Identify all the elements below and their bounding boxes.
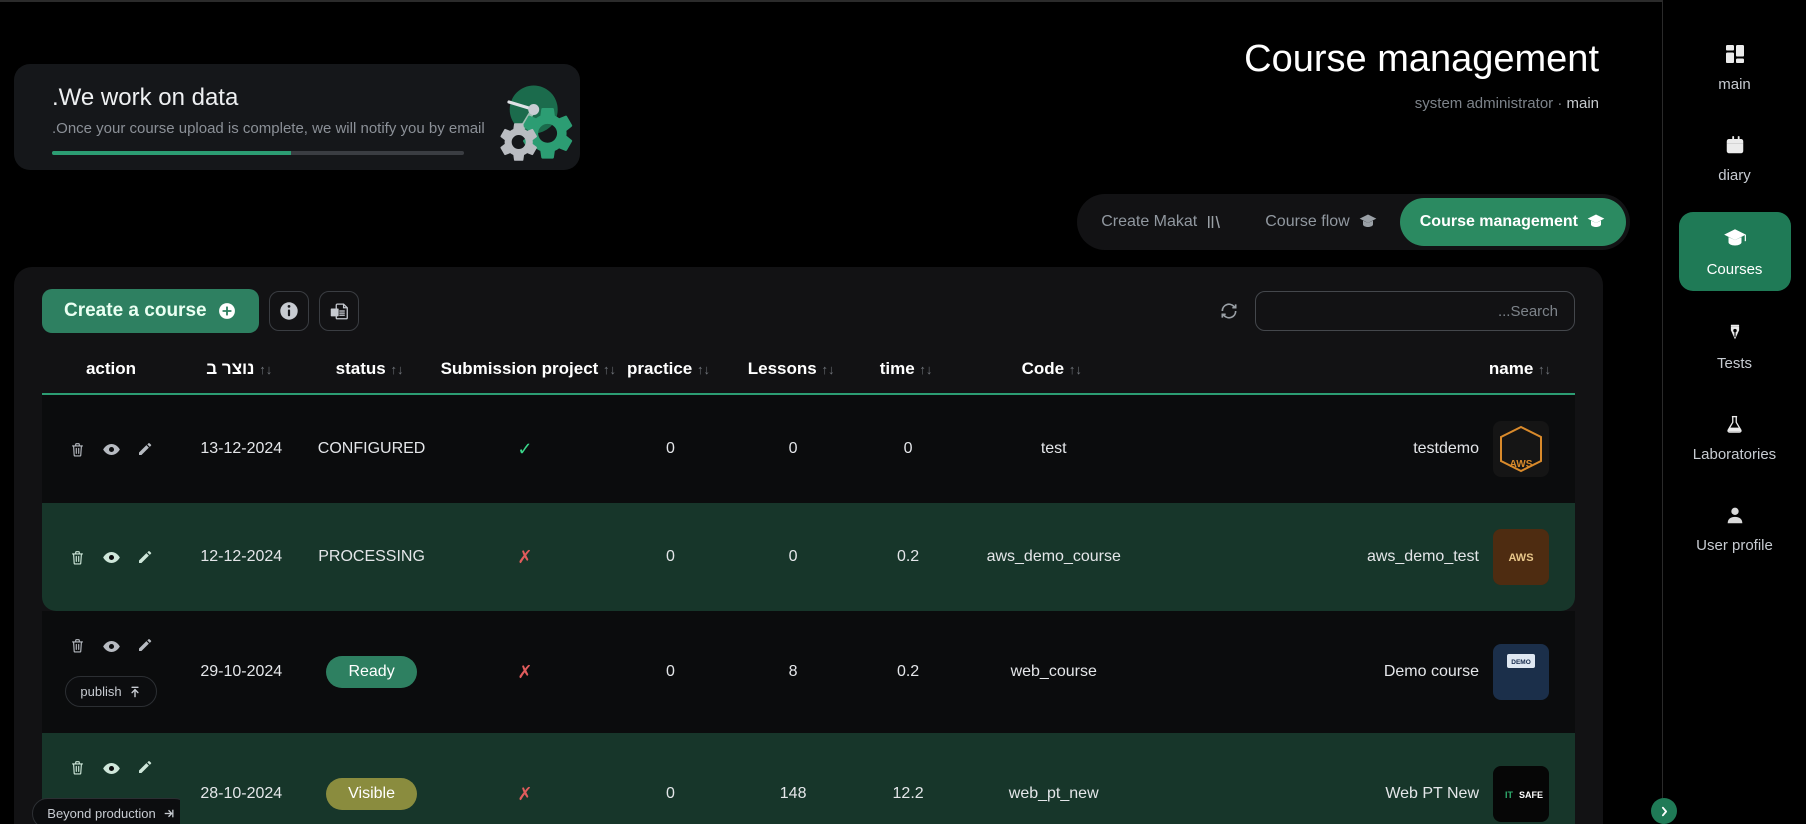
svg-text:X: X [332,311,336,317]
svg-text:DEMO: DEMO [1511,659,1531,666]
svg-text:AWS: AWS [1510,459,1533,470]
svg-text:AWS: AWS [1508,552,1533,564]
svg-text:IT: IT [1505,790,1514,800]
svg-text:SAFE: SAFE [1519,790,1543,800]
